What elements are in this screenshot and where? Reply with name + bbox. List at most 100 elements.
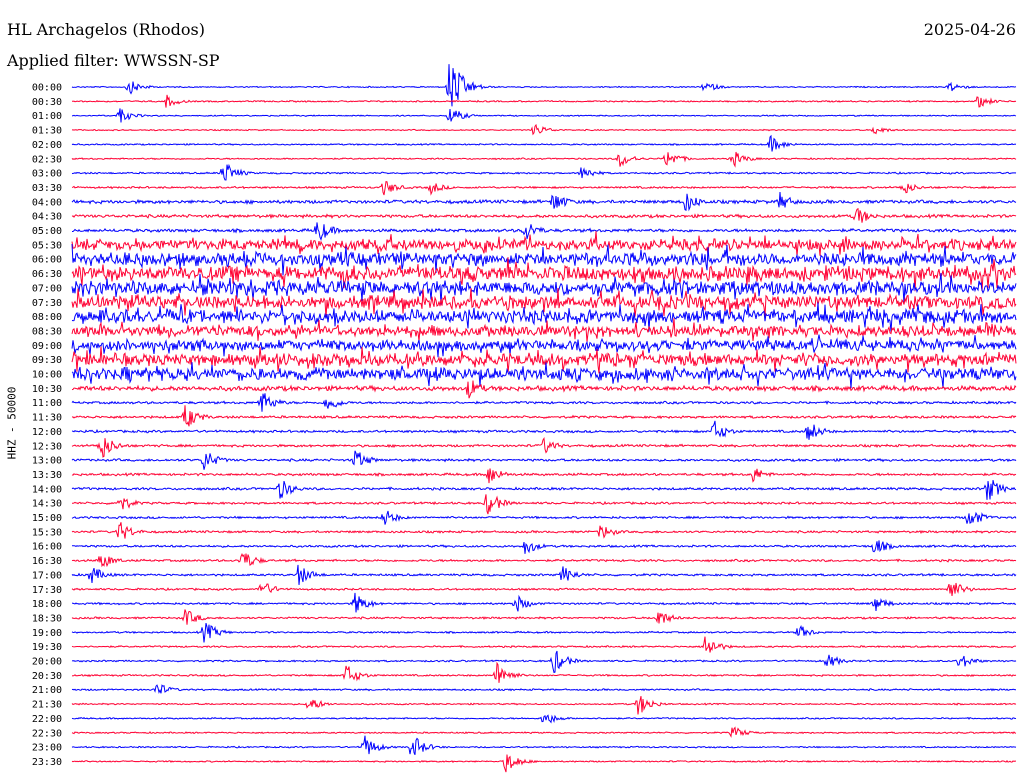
row-time-label: 06:30 — [32, 269, 62, 280]
row-time-label: 14:30 — [32, 499, 62, 510]
trace-line — [71, 334, 1017, 358]
trace-line — [71, 243, 1017, 276]
trace-line — [71, 479, 1017, 500]
trace-line — [71, 622, 1017, 643]
row-time-label: 04:30 — [32, 212, 62, 223]
trace-group — [71, 64, 1017, 773]
row-time-label: 19:00 — [32, 628, 62, 639]
row-time-label: 09:30 — [32, 355, 62, 366]
row-time-label: 00:30 — [32, 97, 62, 108]
trace-line — [72, 494, 1017, 515]
tick-label-group: 00:00 00:30 01:00 01:30 02:00 02:30 03:00 03:30… — [32, 83, 62, 768]
trace-line — [71, 553, 1017, 568]
row-time-label: 12:00 — [32, 427, 62, 438]
trace-line — [71, 287, 1017, 319]
trace-line — [71, 64, 1017, 107]
row-time-label: 15:00 — [32, 513, 62, 524]
row-time-label: 21:00 — [32, 685, 62, 696]
row-time-label: 20:00 — [32, 657, 62, 668]
row-time-label: 05:30 — [32, 240, 62, 251]
row-time-label: 18:30 — [32, 613, 62, 624]
trace-line — [72, 222, 1017, 242]
row-time-label: 13:00 — [32, 456, 62, 467]
row-time-label: 06:00 — [32, 255, 62, 266]
row-time-label: 16:00 — [32, 542, 62, 553]
row-time-label: 08:00 — [32, 312, 62, 323]
trace-line — [71, 380, 1017, 399]
date-label: 2025-04-26 — [923, 20, 1016, 39]
row-time-label: 07:00 — [32, 283, 62, 294]
row-time-label: 22:00 — [32, 714, 62, 725]
row-time-label: 01:30 — [32, 126, 62, 137]
trace-line — [71, 510, 1017, 525]
row-time-label: 03:00 — [32, 169, 62, 180]
row-time-label: 21:30 — [32, 700, 62, 711]
row-time-label: 03:30 — [32, 183, 62, 194]
trace-line — [71, 522, 1017, 539]
trace-line — [71, 318, 1017, 342]
trace-line — [71, 272, 1017, 305]
row-time-label: 20:30 — [32, 671, 62, 682]
trace-line — [71, 735, 1017, 756]
trace-line — [71, 163, 1017, 181]
trace-line — [71, 134, 1017, 152]
trace-line — [71, 302, 1017, 332]
trace-line — [71, 123, 1017, 136]
row-time-label: 12:30 — [32, 441, 62, 452]
row-time-label: 22:30 — [32, 728, 62, 739]
trace-line — [71, 450, 1017, 470]
trace-line — [71, 393, 1017, 412]
row-time-label: 11:00 — [32, 398, 62, 409]
row-time-label: 17:00 — [32, 570, 62, 581]
trace-line — [71, 468, 1017, 484]
row-time-label: 08:30 — [32, 326, 62, 337]
trace-line — [71, 661, 1017, 683]
trace-line — [71, 684, 1016, 694]
row-time-label: 05:00 — [32, 226, 62, 237]
trace-line — [71, 346, 1017, 374]
trace-line — [71, 564, 1017, 585]
trace-line — [71, 436, 1017, 458]
row-time-label: 23:30 — [32, 757, 62, 768]
trace-line — [71, 420, 1017, 440]
row-time-label: 01:00 — [32, 111, 62, 122]
row-time-label: 19:30 — [32, 642, 62, 653]
trace-line — [71, 191, 1017, 212]
row-time-label: 16:30 — [32, 556, 62, 567]
row-time-label: 04:00 — [32, 197, 62, 208]
row-time-label: 23:00 — [32, 743, 62, 754]
trace-line — [71, 94, 1017, 108]
trace-line — [71, 108, 1017, 123]
row-time-label: 02:30 — [32, 154, 62, 165]
filter-label: Applied filter: WWSSN-SP — [7, 51, 220, 70]
trace-line — [71, 754, 1016, 773]
trace-line — [71, 714, 1017, 724]
trace-line — [71, 257, 1017, 292]
trace-line — [71, 636, 1017, 653]
trace-line — [71, 609, 1017, 625]
trace-line — [71, 231, 1017, 257]
trace-line — [71, 207, 1017, 223]
trace-line — [71, 181, 1017, 196]
row-time-label: 02:00 — [32, 140, 62, 151]
row-time-label: 09:00 — [32, 341, 62, 352]
trace-line — [71, 695, 1017, 715]
trace-line — [71, 592, 1017, 613]
row-time-label: 14:00 — [32, 484, 62, 495]
row-time-label: 11:30 — [32, 413, 62, 424]
trace-line — [71, 405, 1017, 427]
trace-line — [71, 726, 1017, 738]
row-time-label: 15:30 — [32, 527, 62, 538]
station-title: HL Archagelos (Rhodos) — [7, 20, 205, 39]
trace-line — [71, 582, 1017, 596]
trace-line — [71, 650, 1017, 674]
row-time-label: 00:00 — [32, 83, 62, 94]
trace-line — [71, 151, 1017, 168]
row-time-label: 13:30 — [32, 470, 62, 481]
trace-line — [71, 362, 1017, 389]
row-time-label: 17:30 — [32, 585, 62, 596]
trace-line — [71, 540, 1017, 554]
row-time-label: 10:00 — [32, 370, 62, 381]
row-time-label: 18:00 — [32, 599, 62, 610]
